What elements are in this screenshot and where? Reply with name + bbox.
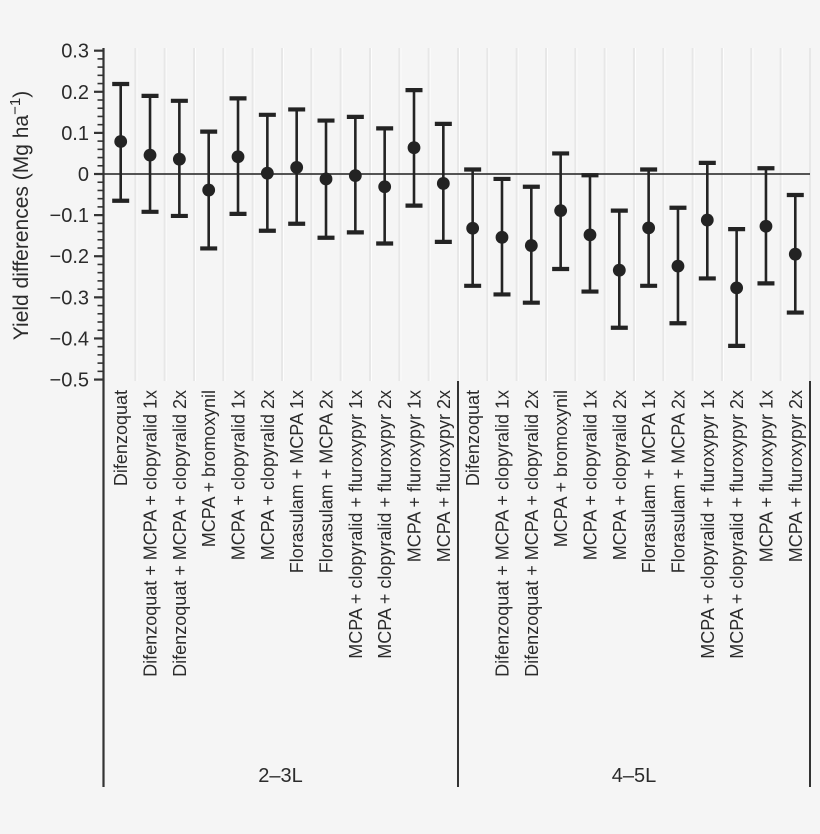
group-label: 2–3L — [258, 765, 303, 787]
error-bar — [464, 167, 482, 288]
error-bar — [112, 81, 130, 203]
point-marker — [759, 219, 773, 233]
y-tick-label: 0.1 — [61, 123, 89, 145]
point-marker — [788, 247, 802, 261]
point-marker — [730, 281, 744, 295]
error-bar — [610, 208, 628, 330]
point-marker — [143, 148, 157, 162]
point-marker — [348, 169, 362, 183]
x-category-label: Florasulam + MCPA 1x — [639, 390, 659, 573]
error-bar — [200, 129, 218, 251]
y-tick-label: −0.5 — [50, 370, 89, 392]
y-tick-label: −0.4 — [50, 328, 89, 350]
point-marker — [260, 166, 274, 180]
point-marker — [290, 161, 304, 174]
group-label: 4–5L — [612, 765, 657, 787]
x-category-label: MCPA + fluroxypyr 1x — [405, 390, 425, 562]
x-category-label: MCPA + fluroxypyr 1x — [756, 390, 776, 562]
x-category-label: Difenzoquat + MCPA + clopyralid 2x — [170, 390, 190, 677]
x-category-label: Difenzoquat + MCPA + clopyralid 1x — [492, 390, 512, 677]
point-marker — [202, 183, 216, 197]
error-bar — [552, 151, 570, 272]
y-tick-label: −0.2 — [50, 246, 89, 268]
x-category-label: Difenzoquat — [111, 390, 131, 486]
error-bar — [405, 88, 423, 208]
x-category-label: Florasulam + MCPA 2x — [317, 390, 337, 573]
error-bar — [669, 205, 687, 326]
x-category-label: MCPA + clopyralid + fluroxypyr 2x — [375, 390, 395, 659]
x-category-label: Difenzoquat — [463, 390, 483, 486]
error-bar — [434, 121, 452, 244]
error-bar — [229, 96, 247, 216]
y-tick-label: 0.2 — [61, 82, 89, 104]
point-marker — [407, 141, 421, 155]
point-marker — [378, 180, 392, 194]
point-marker — [642, 221, 656, 235]
x-category-label: Florasulam + MCPA 2x — [668, 390, 688, 573]
point-marker — [700, 213, 714, 227]
x-category-label: MCPA + clopyralid 1x — [580, 390, 600, 560]
error-bar — [522, 184, 540, 305]
y-tick-label: −0.3 — [50, 287, 89, 309]
error-bar — [288, 107, 306, 226]
x-category-label: MCPA + clopyralid + fluroxypyr 1x — [698, 390, 718, 659]
point-marker — [231, 150, 245, 164]
x-category-label: MCPA + clopyralid 2x — [258, 390, 278, 560]
error-bar — [728, 226, 746, 348]
error-bar — [170, 98, 188, 219]
point-marker — [319, 172, 333, 186]
point-marker — [583, 228, 597, 242]
point-marker — [436, 177, 450, 190]
x-category-label: Difenzoquat + MCPA + clopyralid 2x — [522, 390, 542, 677]
y-tick-label: −0.1 — [50, 205, 89, 227]
point-marker — [172, 152, 186, 166]
error-bar — [698, 160, 716, 281]
x-category-label: MCPA + clopyralid 1x — [229, 390, 249, 560]
x-category-label: MCPA + bromoxynil — [551, 390, 571, 547]
x-category-label: MCPA + fluroxypyr 2x — [786, 390, 806, 562]
x-category-label: MCPA + clopyralid + fluroxypyr 1x — [346, 390, 366, 659]
error-bar — [258, 112, 276, 233]
point-marker — [524, 239, 538, 252]
point-marker — [671, 259, 685, 273]
error-bar — [786, 192, 804, 315]
error-bar — [493, 176, 511, 297]
x-category-label: MCPA + clopyralid 2x — [610, 390, 630, 560]
error-bar — [317, 118, 335, 240]
x-category-label: MCPA + bromoxynil — [199, 390, 219, 547]
error-bar — [757, 166, 775, 286]
error-bar — [376, 126, 394, 246]
error-bar — [581, 173, 599, 294]
y-axis-title: Yield differences (Mg ha−1) — [7, 91, 33, 340]
point-marker — [612, 263, 626, 277]
point-marker — [466, 221, 480, 235]
point-marker — [554, 204, 568, 217]
point-marker — [114, 135, 128, 148]
x-category-label: MCPA + clopyralid + fluroxypyr 2x — [727, 390, 747, 659]
y-tick-label: 0 — [78, 164, 89, 186]
y-tick-label: 0.3 — [61, 41, 89, 63]
point-marker — [495, 230, 509, 244]
error-bar — [640, 167, 658, 288]
x-category-label: Difenzoquat + MCPA + clopyralid 1x — [141, 390, 161, 677]
x-category-label: Florasulam + MCPA 1x — [287, 390, 307, 573]
x-category-label: MCPA + fluroxypyr 2x — [434, 390, 454, 562]
error-bar — [346, 114, 364, 235]
error-bar — [141, 93, 159, 214]
